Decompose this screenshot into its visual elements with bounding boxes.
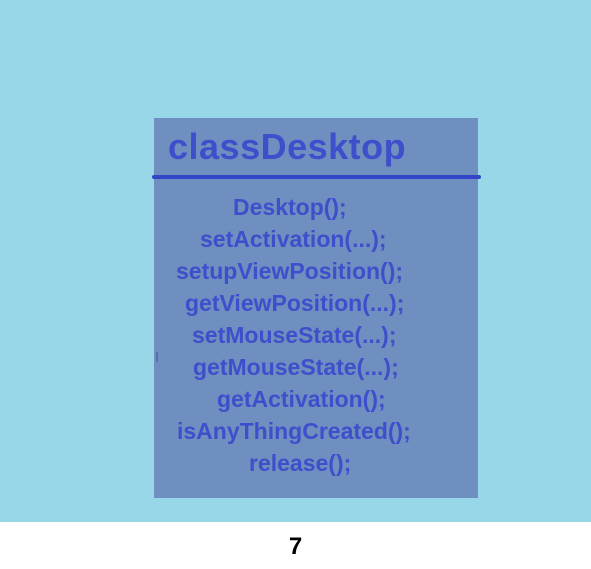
method-set-mouse-state: setMouseState(...);	[192, 322, 397, 348]
method-get-view-position: getViewPosition(...);	[185, 290, 405, 316]
page-number: 7	[288, 533, 303, 560]
method-is-any-thing-created: isAnyThingCreated();	[177, 418, 411, 444]
method-setup-view-position: setupViewPosition();	[176, 258, 404, 284]
class-title: classDesktop	[168, 126, 407, 167]
stray-mark	[156, 352, 158, 362]
method-release: release();	[249, 450, 352, 476]
title-divider	[152, 175, 481, 179]
method-set-activation: setActivation(...);	[200, 226, 387, 252]
method-get-mouse-state: getMouseState(...);	[193, 354, 399, 380]
method-get-activation: getActivation();	[217, 386, 386, 412]
class-box: classDesktop	[154, 118, 478, 498]
slide-background: classDesktop Desktop(); setActivation(..…	[0, 0, 591, 522]
method-desktop: Desktop();	[233, 194, 347, 220]
